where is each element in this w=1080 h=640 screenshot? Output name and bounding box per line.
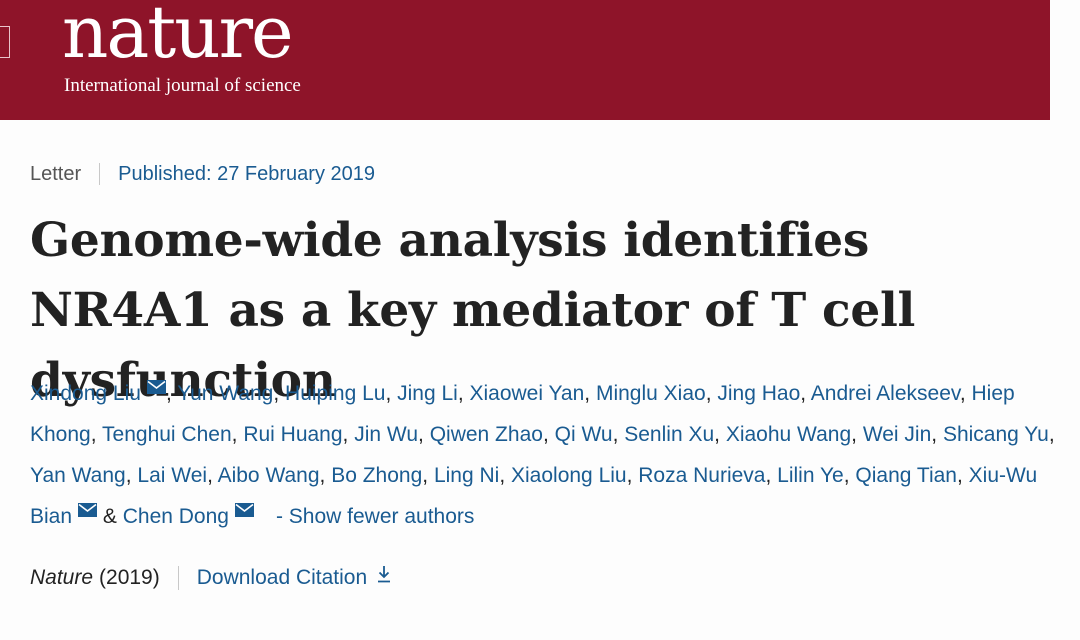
author-link[interactable]: Chen Dong (122, 505, 229, 528)
menu-tab-icon[interactable] (0, 26, 10, 58)
article-meta: Letter Published: 27 February 2019 (30, 161, 375, 187)
author-separator: , (90, 423, 103, 446)
author-separator: , (457, 382, 470, 405)
author-separator: , (231, 423, 244, 446)
author-link[interactable]: Qiang Tian (855, 464, 957, 487)
author-list: Xindong Liu, Yun Wang, Huiping Lu, Jing … (30, 373, 1070, 537)
author-link[interactable]: Xiaowei Yan (469, 382, 585, 405)
author-link[interactable]: Rui Huang (243, 423, 343, 446)
author-link[interactable]: Tenghui Chen (102, 423, 232, 446)
author-separator: , (319, 464, 332, 487)
author-link[interactable]: Huiping Lu (285, 382, 386, 405)
journal-tagline: International journal of science (64, 75, 301, 96)
author-separator: , (422, 464, 434, 487)
author-separator: , (612, 423, 625, 446)
download-citation-link[interactable]: Download Citation (197, 566, 391, 590)
author-separator: , (1048, 423, 1055, 446)
author-link[interactable]: Xindong Liu (30, 382, 141, 405)
journal-name: Nature (30, 566, 94, 589)
publication-year: (2019) (99, 566, 160, 589)
published-date: Published: 27 February 2019 (118, 162, 375, 185)
author-separator: , (765, 464, 778, 487)
author-separator: , (342, 423, 355, 446)
author-link[interactable]: Senlin Xu (624, 423, 715, 446)
citation-divider (177, 566, 179, 590)
email-icon[interactable] (146, 380, 166, 394)
meta-divider (99, 163, 101, 185)
author-separator: , (851, 423, 863, 446)
show-fewer-authors-button[interactable]: - Show fewer authors (275, 505, 475, 528)
author-separator: , (542, 423, 555, 446)
author-separator: , (705, 382, 718, 405)
author-link[interactable]: Lilin Ye (777, 464, 844, 487)
author-separator: , (499, 464, 511, 487)
author-link[interactable]: Hiep Khong (30, 382, 1015, 446)
site-header: nature International journal of science (0, 0, 1050, 120)
author-separator-last: & (97, 505, 123, 528)
author-link[interactable]: Xiu-Wu Bian (30, 464, 1038, 528)
email-icon[interactable] (78, 503, 98, 517)
author-separator: , (418, 423, 430, 446)
author-link[interactable]: Wei Jin (862, 423, 932, 446)
author-link[interactable]: Lai Wei (137, 464, 208, 487)
author-separator: , (800, 382, 811, 405)
author-link[interactable]: Qi Wu (554, 423, 613, 446)
download-icon (377, 565, 391, 589)
author-separator: , (931, 423, 943, 446)
author-separator: , (626, 464, 639, 487)
author-link[interactable]: Qiwen Zhao (429, 423, 543, 446)
author-link[interactable]: Jing Hao (717, 382, 801, 405)
author-separator: , (165, 382, 178, 405)
author-separator: , (207, 464, 218, 487)
author-link[interactable]: Minglu Xiao (595, 382, 706, 405)
author-separator: , (125, 464, 138, 487)
author-link[interactable]: Yun Wang (177, 382, 274, 405)
email-icon[interactable] (234, 503, 254, 517)
author-link[interactable]: Yan Wang (30, 464, 126, 487)
header-edge (1050, 0, 1080, 120)
author-link[interactable]: Xiaohu Wang (725, 423, 852, 446)
author-link[interactable]: Ling Ni (433, 464, 500, 487)
author-separator: , (385, 382, 398, 405)
author-link[interactable]: Jing Li (397, 382, 458, 405)
author-separator: , (584, 382, 596, 405)
download-citation-label: Download Citation (196, 566, 368, 589)
author-separator: , (959, 382, 972, 405)
author-link[interactable]: Shicang Yu (942, 423, 1049, 446)
author-separator: , (273, 382, 286, 405)
author-link[interactable]: Bo Zhong (331, 464, 423, 487)
nature-logo[interactable]: nature (62, 0, 294, 74)
article-title: Genome-wide analysis identifies NR4A1 as… (30, 213, 916, 408)
author-separator: , (843, 464, 856, 487)
author-separator: , (957, 464, 969, 487)
author-link[interactable]: Xiaolong Liu (511, 464, 627, 487)
author-link[interactable]: Jin Wu (354, 423, 419, 446)
author-separator: , (714, 423, 726, 446)
citation-bar: Nature (2019) Download Citation (30, 564, 391, 592)
author-link[interactable]: Aibo Wang (217, 464, 320, 487)
author-link[interactable]: Roza Nurieva (638, 464, 766, 487)
author-link[interactable]: Andrei Alekseev (810, 382, 960, 405)
article-type: Letter (30, 162, 82, 185)
